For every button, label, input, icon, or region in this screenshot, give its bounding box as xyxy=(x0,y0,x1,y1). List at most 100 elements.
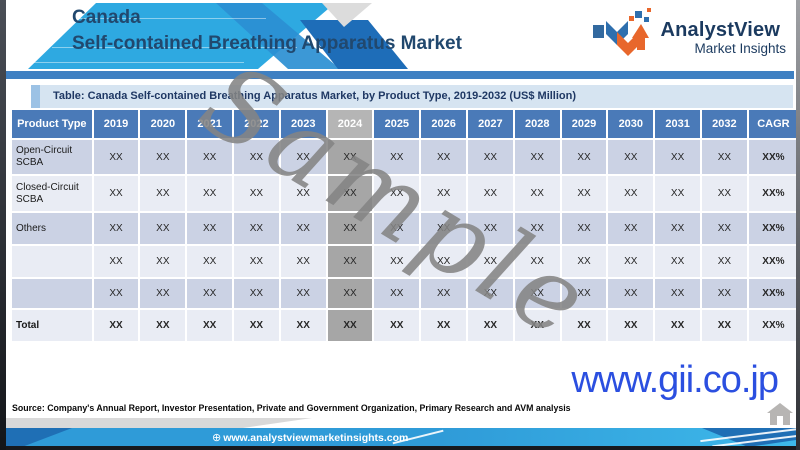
column-header-2031: 2031 xyxy=(655,110,700,138)
logo-name: AnalystView xyxy=(660,19,781,41)
value-cell: XX xyxy=(327,310,373,341)
gii-watermark-url[interactable]: www.gii.co.jp xyxy=(571,359,779,401)
value-cell: XX xyxy=(280,140,326,174)
value-cell: XX xyxy=(327,246,373,277)
value-cell: XX xyxy=(93,246,139,277)
row-label-cell: Open-Circuit SCBA xyxy=(12,140,92,174)
footer-bottom-strip xyxy=(0,446,800,450)
column-header-2021: 2021 xyxy=(187,110,233,138)
value-cell: XX xyxy=(374,246,420,277)
row-label-cell xyxy=(12,279,92,308)
value-cell: XX xyxy=(93,279,139,308)
table-caption-bar: Table: Canada Self-contained Breathing A… xyxy=(31,85,793,108)
table-row: Others XX XX XX XX XX XX XX XX XX XX XX XX XX XX XX% xyxy=(12,213,798,244)
table-row: XX XX XX XX XX XX XX XX XX XX XX XX XX XX XX% xyxy=(12,279,798,308)
value-cell: XX xyxy=(702,176,747,211)
market-table: Product Type 2019 2020 2021 2022 2023 2024 2025… xyxy=(10,108,800,343)
value-cell: XX xyxy=(514,176,560,211)
footer-website-link[interactable]: ⊕ www.analystviewmarketinsights.com xyxy=(212,431,408,445)
column-header-2030: 2030 xyxy=(608,110,654,138)
value-cell: XX xyxy=(93,310,139,341)
page-title: Self-contained Breathing Apparatus Marke… xyxy=(72,33,462,54)
value-cell: XX xyxy=(327,213,373,244)
column-header-2027: 2027 xyxy=(468,110,513,138)
value-cell: XX xyxy=(374,140,420,174)
table-row: Closed-Circuit SCBA XX XX XX XX XX XX XX XX XX XX X… xyxy=(12,176,798,211)
value-cell: XX xyxy=(234,213,279,244)
value-cell: XX xyxy=(374,310,420,341)
value-cell: XX xyxy=(140,310,186,341)
value-cell: XX xyxy=(374,279,420,308)
value-cell: XX xyxy=(93,213,139,244)
value-cell: XX xyxy=(608,310,654,341)
market-table-wrapper: Product Type 2019 2020 2021 2022 2023 2024 2025… xyxy=(10,108,800,343)
value-cell: XX xyxy=(655,310,700,341)
home-icon[interactable] xyxy=(767,403,793,430)
value-cell: XX xyxy=(655,213,700,244)
value-cell: XX xyxy=(187,176,233,211)
footer-dark-left-shape xyxy=(0,428,72,447)
value-cell: XX xyxy=(140,246,186,277)
value-cell: XX xyxy=(561,140,607,174)
value-cell: XX xyxy=(655,246,700,277)
value-cell: XX xyxy=(234,246,279,277)
value-cell: XX xyxy=(187,140,233,174)
value-cell: XX xyxy=(421,246,467,277)
cagr-cell: XX% xyxy=(748,140,798,174)
value-cell: XX xyxy=(421,213,467,244)
column-header-2032: 2032 xyxy=(702,110,747,138)
value-cell: XX xyxy=(374,176,420,211)
value-cell: XX xyxy=(187,213,233,244)
value-cell: XX xyxy=(187,310,233,341)
banner-hairline xyxy=(34,62,244,63)
right-edge-strip xyxy=(796,0,800,450)
region-title: Canada xyxy=(72,7,141,28)
cagr-cell: XX% xyxy=(748,246,798,277)
row-label-cell: Closed-Circuit SCBA xyxy=(12,176,92,211)
value-cell: XX xyxy=(655,279,700,308)
value-cell: XX xyxy=(514,310,560,341)
row-label-cell: Total xyxy=(12,310,92,341)
logo-mark-icon xyxy=(592,8,652,67)
column-header-product-type: Product Type xyxy=(12,110,92,138)
footer-gray-band xyxy=(0,418,312,429)
column-header-2024: 2024 xyxy=(327,110,373,138)
value-cell: XX xyxy=(514,140,560,174)
value-cell: XX xyxy=(561,310,607,341)
value-cell: XX xyxy=(702,213,747,244)
value-cell: XX xyxy=(140,279,186,308)
column-header-2023: 2023 xyxy=(280,110,326,138)
table-caption: Table: Canada Self-contained Breathing A… xyxy=(53,90,577,102)
cagr-cell: XX% xyxy=(748,213,798,244)
value-cell: XX xyxy=(234,176,279,211)
value-cell: XX xyxy=(280,246,326,277)
banner-hairline xyxy=(52,47,297,48)
value-cell: XX xyxy=(234,279,279,308)
banner-hairline xyxy=(46,18,266,19)
column-header-2022: 2022 xyxy=(234,110,279,138)
value-cell: XX xyxy=(234,140,279,174)
table-row: XX XX XX XX XX XX XX XX XX XX XX XX XX XX XX% xyxy=(12,246,798,277)
value-cell: XX xyxy=(702,279,747,308)
value-cell: XX xyxy=(93,140,139,174)
logo: AnalystView Market Insights xyxy=(592,8,786,67)
value-cell: XX xyxy=(468,176,513,211)
value-cell: XX xyxy=(140,140,186,174)
column-header-cagr: CAGR xyxy=(748,110,798,138)
value-cell: XX xyxy=(280,279,326,308)
value-cell: XX xyxy=(421,310,467,341)
value-cell: XX xyxy=(514,246,560,277)
cagr-cell: XX% xyxy=(748,310,798,341)
header-divider xyxy=(6,71,794,79)
table-row: Total XX XX XX XX XX XX XX XX XX XX XX XX XX XX XX% xyxy=(12,310,798,341)
table-row: Open-Circuit SCBA XX XX XX XX XX XX XX XX XX XX XX X… xyxy=(12,140,798,174)
left-edge-strip xyxy=(0,0,6,450)
value-cell: XX xyxy=(702,246,747,277)
value-cell: XX xyxy=(140,176,186,211)
value-cell: XX xyxy=(327,279,373,308)
value-cell: XX xyxy=(234,310,279,341)
value-cell: XX xyxy=(608,246,654,277)
cagr-cell: XX% xyxy=(748,176,798,211)
source-note: Source: Company's Annual Report, Investo… xyxy=(12,403,571,413)
